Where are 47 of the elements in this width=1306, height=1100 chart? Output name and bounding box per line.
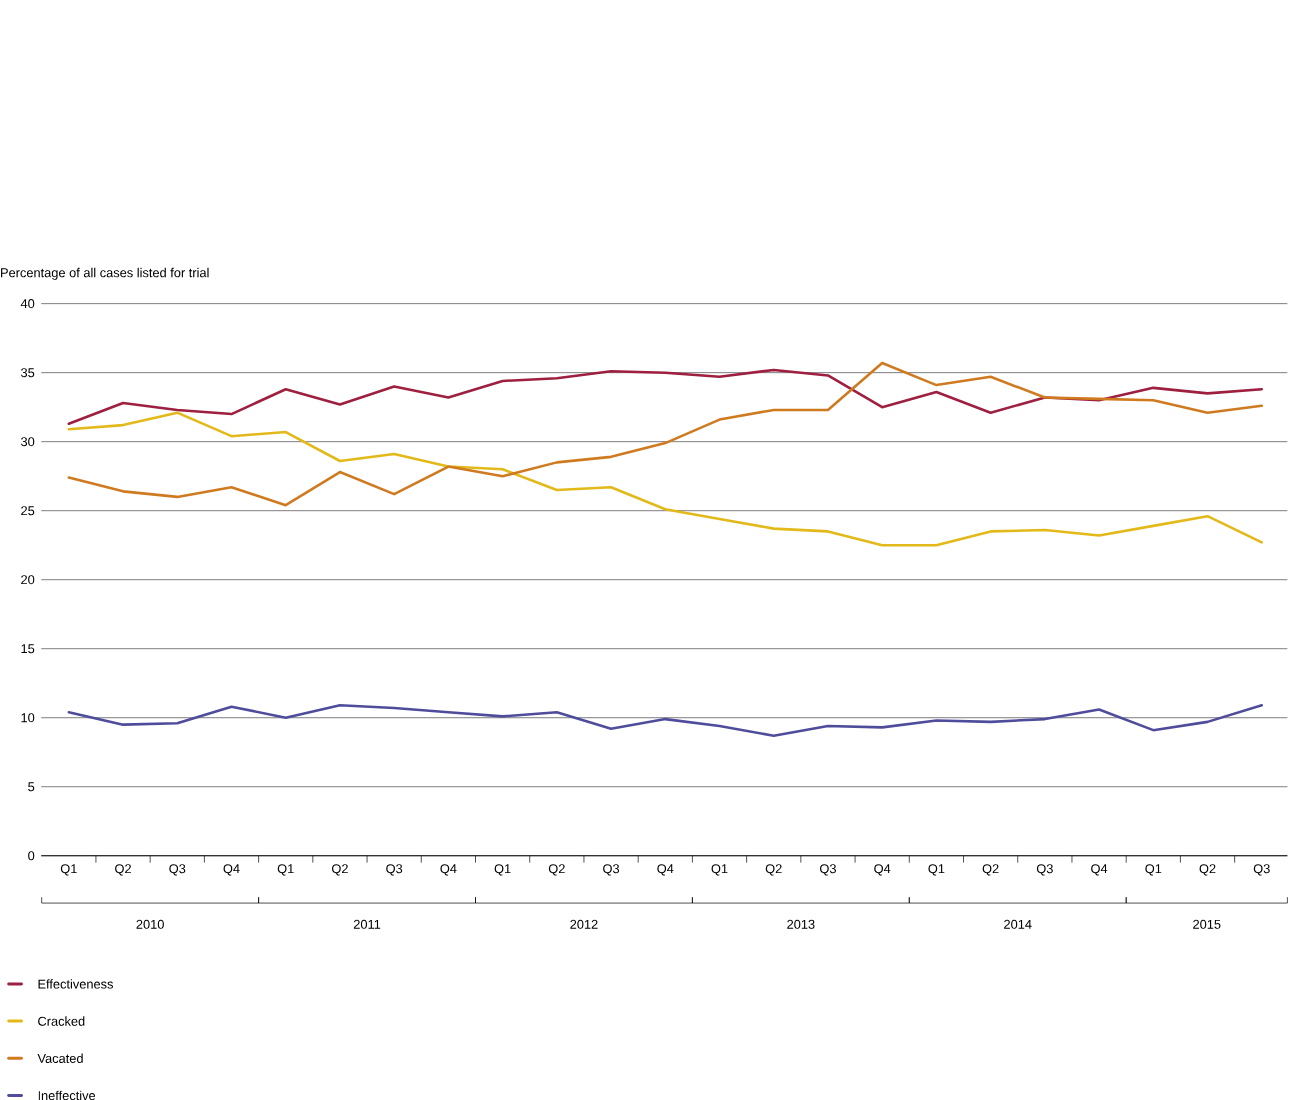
x-tick-label: Q4 — [874, 864, 891, 876]
text: 2010 — [136, 919, 164, 929]
y-tick-label: 25 — [21, 506, 35, 516]
x-tick-label: Q2 — [765, 864, 782, 876]
x-tick-label: Q2 — [982, 864, 999, 876]
legend-label: Cracked — [38, 1016, 85, 1026]
x-tick-label: Q2 — [548, 864, 565, 876]
text: 2014 — [1004, 919, 1032, 929]
legend-label: Vacated — [37, 1053, 83, 1063]
x-tick-label: Q2 — [1199, 864, 1216, 876]
x-tick-label: Q1 — [928, 864, 945, 876]
x-tick-label: Q2 — [332, 864, 348, 876]
x-tick-label: Q1 — [494, 864, 511, 876]
line-series — [67, 703, 1264, 737]
x-tick-label: Q2 — [115, 864, 131, 876]
text: 2015 — [1193, 919, 1221, 929]
y-tick-label: 40 — [20, 299, 35, 309]
text: 2011 — [353, 919, 381, 929]
line-series — [67, 411, 1264, 547]
y-axis-title: Percentage of all cases listed for trial — [1, 267, 209, 280]
x-tick-label: Q1 — [277, 864, 294, 876]
x-tick-label: Q3 — [386, 864, 403, 876]
y-tick-label: 35 — [21, 368, 35, 378]
x-tick-label: Q4 — [223, 864, 240, 876]
x-tick-label: Q1 — [711, 864, 728, 876]
x-tick-label: Q1 — [60, 864, 77, 876]
x-tick-label: Q3 — [820, 864, 836, 876]
legend-label: Ineffective — [38, 1090, 96, 1100]
y-tick-label: 30 — [21, 437, 35, 447]
y-tick-label: 5 — [28, 782, 35, 792]
line-series — [67, 361, 1264, 507]
line-series — [67, 368, 1264, 425]
x-tick-label: Q4 — [657, 864, 674, 876]
legend-label: Effectiveness — [38, 979, 113, 989]
x-tick-label: Q3 — [1036, 864, 1053, 876]
x-tick-label: Q1 — [1145, 864, 1162, 876]
x-tick-label: Q4 — [1091, 864, 1108, 876]
x-tick-label: Q3 — [169, 864, 186, 876]
y-tick-label: 0 — [28, 851, 35, 861]
text: 2012 — [570, 919, 598, 929]
y-tick-label: 15 — [21, 644, 35, 654]
text: 2013 — [787, 919, 815, 929]
x-tick-label: Q3 — [603, 864, 620, 876]
y-tick-label: 10 — [21, 713, 35, 723]
y-tick-label: 20 — [21, 575, 35, 585]
x-tick-label: Q3 — [1253, 864, 1270, 876]
x-tick-label: Q4 — [440, 864, 457, 876]
